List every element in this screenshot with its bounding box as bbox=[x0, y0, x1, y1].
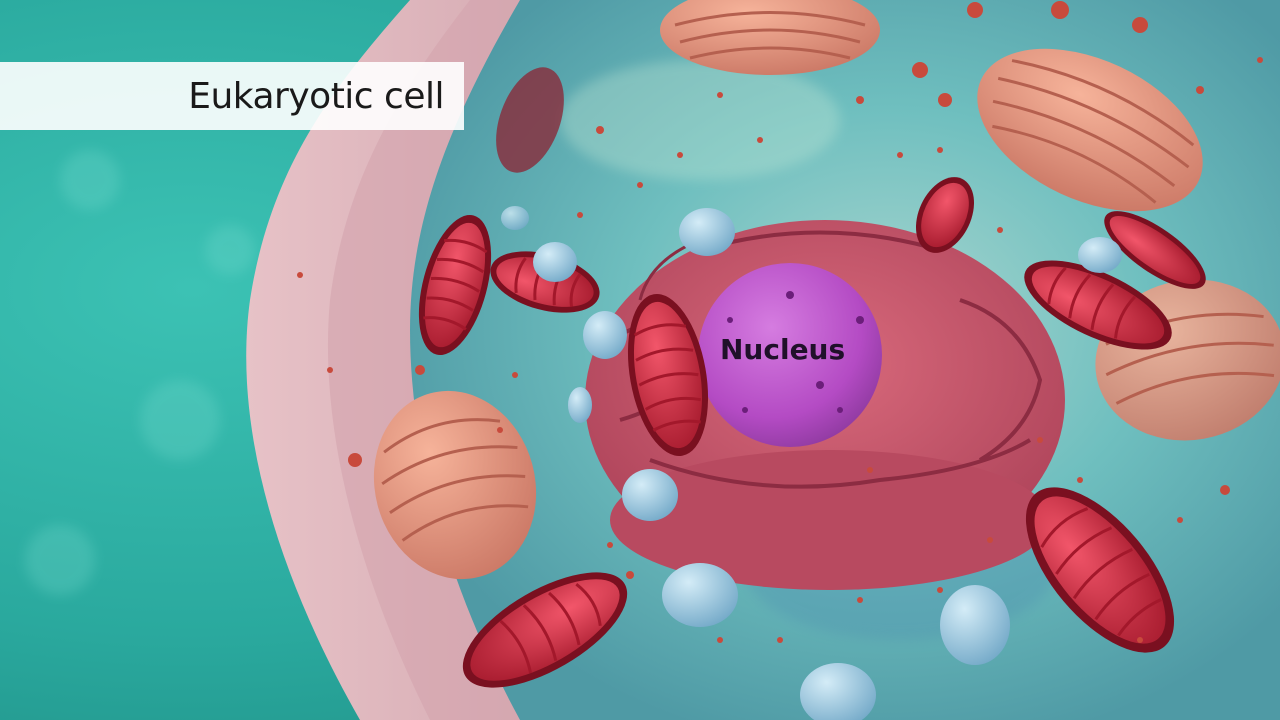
ribosomes bbox=[297, 1, 1263, 643]
mitochondrion bbox=[627, 293, 709, 457]
mitochondrion bbox=[462, 572, 628, 688]
mitochondrion bbox=[1025, 487, 1175, 653]
golgi-left bbox=[373, 390, 537, 580]
mitochondrion bbox=[496, 67, 564, 173]
mitochondrion bbox=[418, 214, 492, 356]
page-title: Eukaryotic cell bbox=[188, 75, 444, 117]
golgi-right bbox=[977, 48, 1203, 212]
mitochondrion bbox=[915, 177, 975, 253]
title-banner: Eukaryotic cell bbox=[0, 62, 464, 130]
golgi-top bbox=[660, 0, 880, 75]
nucleus-label: Nucleus bbox=[720, 333, 846, 366]
vesicles bbox=[501, 206, 1122, 720]
mitochondrion bbox=[1104, 211, 1206, 289]
nucleus-body bbox=[698, 263, 882, 447]
mitochondrion bbox=[1024, 260, 1172, 350]
